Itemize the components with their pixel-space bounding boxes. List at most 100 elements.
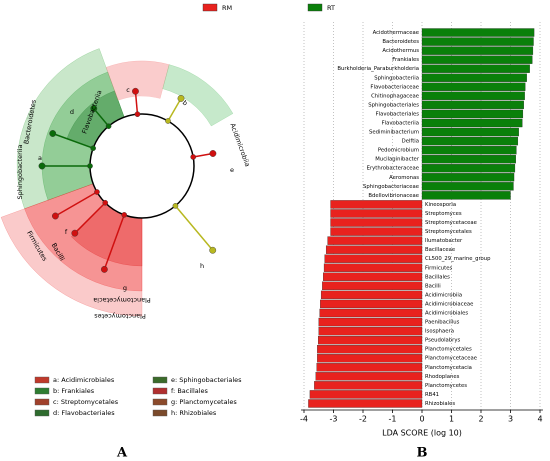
bar xyxy=(318,326,423,336)
clade-label: b xyxy=(181,99,189,108)
tree-node xyxy=(94,189,100,195)
category-label: Sediminibacterium xyxy=(369,130,419,136)
key-label: h: Rhizobiales xyxy=(171,409,217,417)
tree-node xyxy=(172,203,179,209)
key-label: f: Bacillales xyxy=(171,387,209,395)
bar xyxy=(421,164,516,173)
tree-branch xyxy=(93,108,110,127)
bar xyxy=(330,218,423,227)
panel-label: B xyxy=(417,446,428,461)
tree-node xyxy=(102,199,109,206)
category-label: Rhodoplanes xyxy=(425,374,460,380)
bar xyxy=(323,263,423,272)
category-label: Planctomycetales xyxy=(425,347,472,353)
clade-label: g xyxy=(123,284,127,292)
clade-label: Acidimicrobiia xyxy=(228,122,251,168)
key-swatch xyxy=(34,409,50,417)
tree-node xyxy=(105,123,112,129)
x-axis-title: LDA SCORE (log 10) xyxy=(382,429,462,438)
bar xyxy=(421,55,533,64)
x-tick-label: 0 xyxy=(419,415,424,424)
category-label: Acidimicrobiales xyxy=(425,311,468,317)
bar xyxy=(421,118,523,128)
clade-label: Planctomycetacia xyxy=(93,296,151,304)
tree-node xyxy=(51,212,59,220)
clade-label: a xyxy=(38,154,42,162)
bar xyxy=(421,182,514,191)
bar xyxy=(330,209,423,218)
category-label: Isosphaera xyxy=(425,329,454,335)
tree-branch xyxy=(167,98,182,122)
tree-node xyxy=(132,87,139,95)
panel-label: A xyxy=(116,446,128,461)
bar xyxy=(421,46,534,55)
bar xyxy=(421,64,530,73)
bar xyxy=(319,308,423,318)
bar xyxy=(318,317,423,327)
bar xyxy=(325,245,423,254)
x-tick-label: -2 xyxy=(359,415,367,424)
bar xyxy=(421,109,524,119)
category-label: Rhizobiales xyxy=(425,401,455,407)
category-label: Firmicutes xyxy=(425,265,452,271)
clade-label: d xyxy=(70,108,74,116)
category-label: Sphingobacteriales xyxy=(368,102,419,108)
category-label: Frankiales xyxy=(392,57,419,63)
tree-branch xyxy=(103,214,125,270)
clade-sector xyxy=(105,60,170,101)
category-label: Streptomyces xyxy=(425,211,462,217)
category-label: Burkholderia_Paraburkholderia xyxy=(337,66,419,72)
category-label: Bacillaceae xyxy=(425,247,455,253)
category-label: RB41 xyxy=(425,392,439,398)
category-label: Mucilaginibacter xyxy=(375,157,420,163)
category-label: Sphingobacteriaceae xyxy=(363,184,419,190)
category-label: Bacteroidetes xyxy=(382,39,419,45)
category-label: Streptomycetales xyxy=(425,229,472,235)
category-label: Pseudolabrys xyxy=(425,338,460,344)
bar xyxy=(323,272,423,281)
bar xyxy=(421,173,515,182)
clade-sector xyxy=(162,64,234,127)
clade-label: h xyxy=(200,262,204,270)
category-label: Pedomicrobium xyxy=(378,148,419,154)
bar xyxy=(421,91,525,101)
key-swatch xyxy=(34,387,50,395)
bar xyxy=(421,155,516,164)
bar xyxy=(421,37,534,46)
category-label: Planctomycetacia xyxy=(425,365,472,371)
category-label: Kineosporia xyxy=(425,202,456,208)
clade-label: e xyxy=(230,166,234,174)
category-label: Sphingobacteriia xyxy=(374,75,419,81)
tree-node xyxy=(100,265,108,273)
category-label: Bdellovibrionaceae xyxy=(368,193,419,199)
bar xyxy=(330,227,423,236)
category-label: Flavobacteriaceae xyxy=(370,84,419,90)
bar xyxy=(317,345,423,354)
key-label: g: Planctomycetales xyxy=(171,398,237,406)
x-tick-label: -1 xyxy=(389,415,397,424)
bar xyxy=(324,254,423,263)
key-swatch xyxy=(152,387,168,395)
bar xyxy=(318,335,423,345)
key-swatch xyxy=(34,398,50,406)
tree-node xyxy=(49,130,57,137)
key-label: c: Streptomycetales xyxy=(53,398,119,406)
bar xyxy=(320,290,423,300)
key-swatch xyxy=(34,376,50,384)
category-label: Flavobacteriia xyxy=(382,121,419,127)
category-label: Acidimicrobiia xyxy=(425,292,462,298)
key-label: a: Acidimicrobiales xyxy=(53,376,115,384)
category-label: Erythrobacteraceae xyxy=(367,166,419,172)
bar xyxy=(421,127,519,137)
bar xyxy=(421,191,511,200)
bar xyxy=(314,381,423,390)
clade-label: c xyxy=(126,86,130,94)
bar xyxy=(315,372,423,381)
x-tick-label: 4 xyxy=(537,415,542,424)
tree-node xyxy=(209,246,217,254)
category-label: Acidothermus xyxy=(382,48,419,54)
key-swatch xyxy=(152,376,168,384)
bar xyxy=(421,73,527,82)
bar xyxy=(308,399,423,408)
